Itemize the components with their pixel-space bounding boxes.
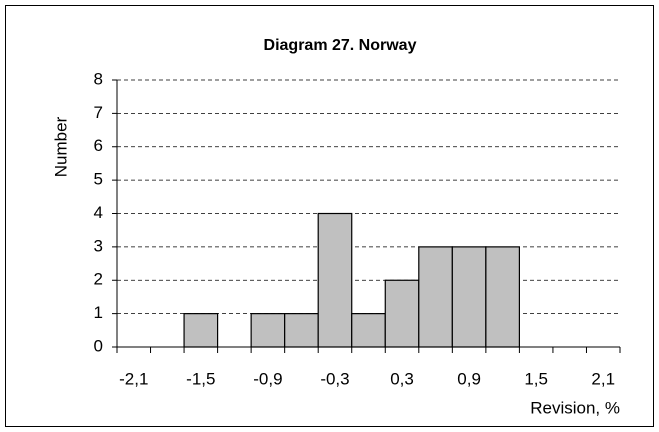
bar [418,246,453,348]
y-tick-label: 7 [94,103,103,122]
x-tick-label: 1,5 [524,369,548,388]
y-tick-label: 1 [94,303,103,322]
bar [485,246,521,348]
y-tick-label: 2 [94,270,103,289]
x-tick-label: 0,3 [390,369,414,388]
bar [451,246,487,348]
bar [284,313,319,348]
x-tick-label: -0,3 [320,369,349,388]
x-axis-title: Revision, % [530,398,620,417]
y-tick-label: 5 [94,170,103,189]
bar [317,212,353,348]
x-tick-label: -2,1 [119,369,148,388]
x-tick-label: 0,9 [457,369,481,388]
y-tick-label: 8 [94,69,103,88]
y-axis-title: Number [51,116,70,177]
bar [351,313,386,348]
chart-title: Diagram 27. Norway [264,37,417,54]
y-tick-label: 4 [94,203,103,222]
x-tick-label: -0,9 [253,369,282,388]
bar [183,313,219,348]
bar [384,279,420,348]
y-tick-label: 6 [94,136,103,155]
y-tick-label: 0 [94,336,103,355]
y-tick-label: 3 [94,236,103,255]
x-tick-label: 2,1 [591,369,615,388]
bar [250,313,286,348]
x-tick-label: -1,5 [186,369,215,388]
